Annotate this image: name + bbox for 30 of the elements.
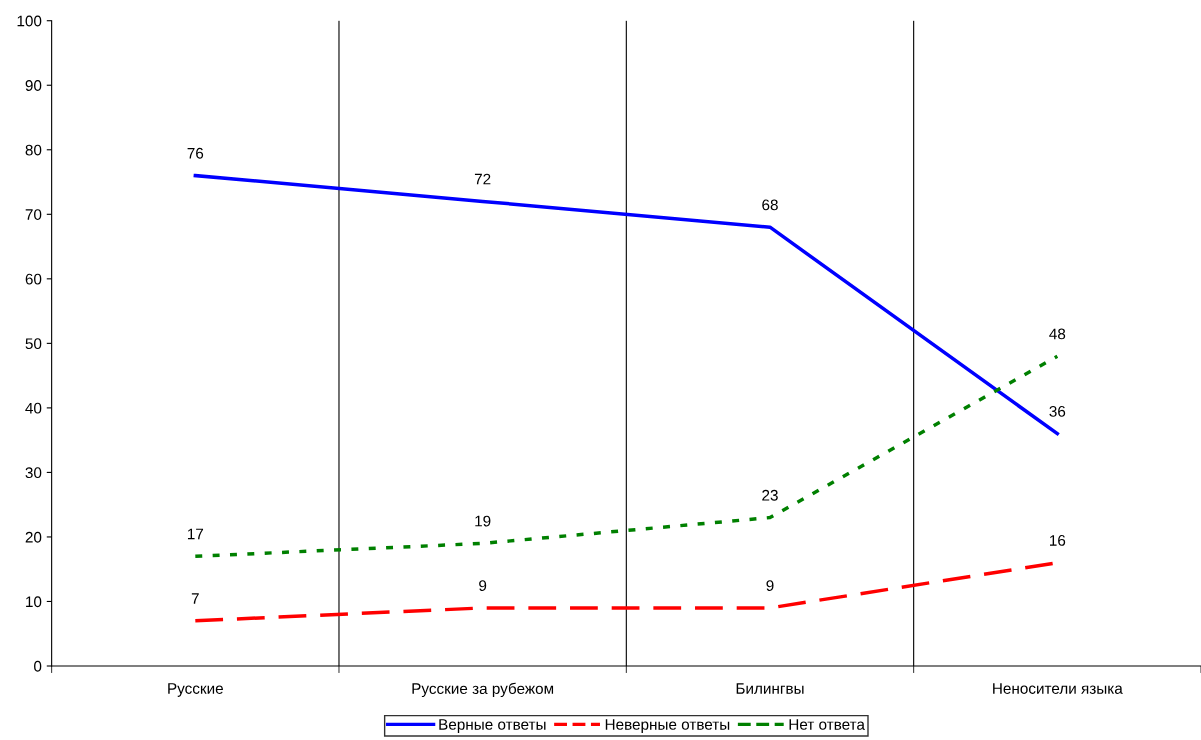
y-tick-label: 10 [26, 596, 42, 608]
legend-label: Неверные ответы [605, 719, 730, 733]
x-tick-label: Русские [168, 683, 223, 697]
y-tick-label: 80 [25, 144, 42, 156]
data-label: 76 [187, 147, 204, 159]
y-tick-label: 50 [25, 338, 42, 350]
data-label: 36 [1049, 405, 1066, 417]
x-tick-label: Русские за рубежом [412, 682, 554, 698]
x-tick-label: Билингвы [736, 683, 804, 694]
data-label: 17 [187, 528, 204, 540]
data-label: 19 [475, 515, 491, 527]
data-label: 68 [762, 199, 778, 211]
data-label: 9 [479, 580, 487, 592]
y-tick-label: 90 [25, 80, 42, 91]
y-tick-label: 20 [25, 531, 42, 543]
x-tick-label: Неносители языка [993, 683, 1123, 694]
data-label: 9 [766, 580, 774, 592]
y-tick-label: 100 [17, 15, 42, 27]
y-tick-label: 30 [25, 467, 42, 479]
data-label: 16 [1050, 535, 1066, 546]
data-label: 7 [191, 593, 199, 604]
y-tick-label: 60 [25, 273, 42, 285]
y-tick-label: 0 [34, 660, 42, 672]
data-label: 48 [1049, 328, 1066, 340]
y-tick-label: 40 [25, 402, 42, 414]
y-tick-label: 70 [25, 209, 42, 220]
data-label: 23 [762, 489, 778, 501]
legend-label: Нет ответа [789, 719, 865, 730]
legend-label: Верные ответы [439, 719, 546, 733]
data-label: 72 [474, 173, 491, 185]
